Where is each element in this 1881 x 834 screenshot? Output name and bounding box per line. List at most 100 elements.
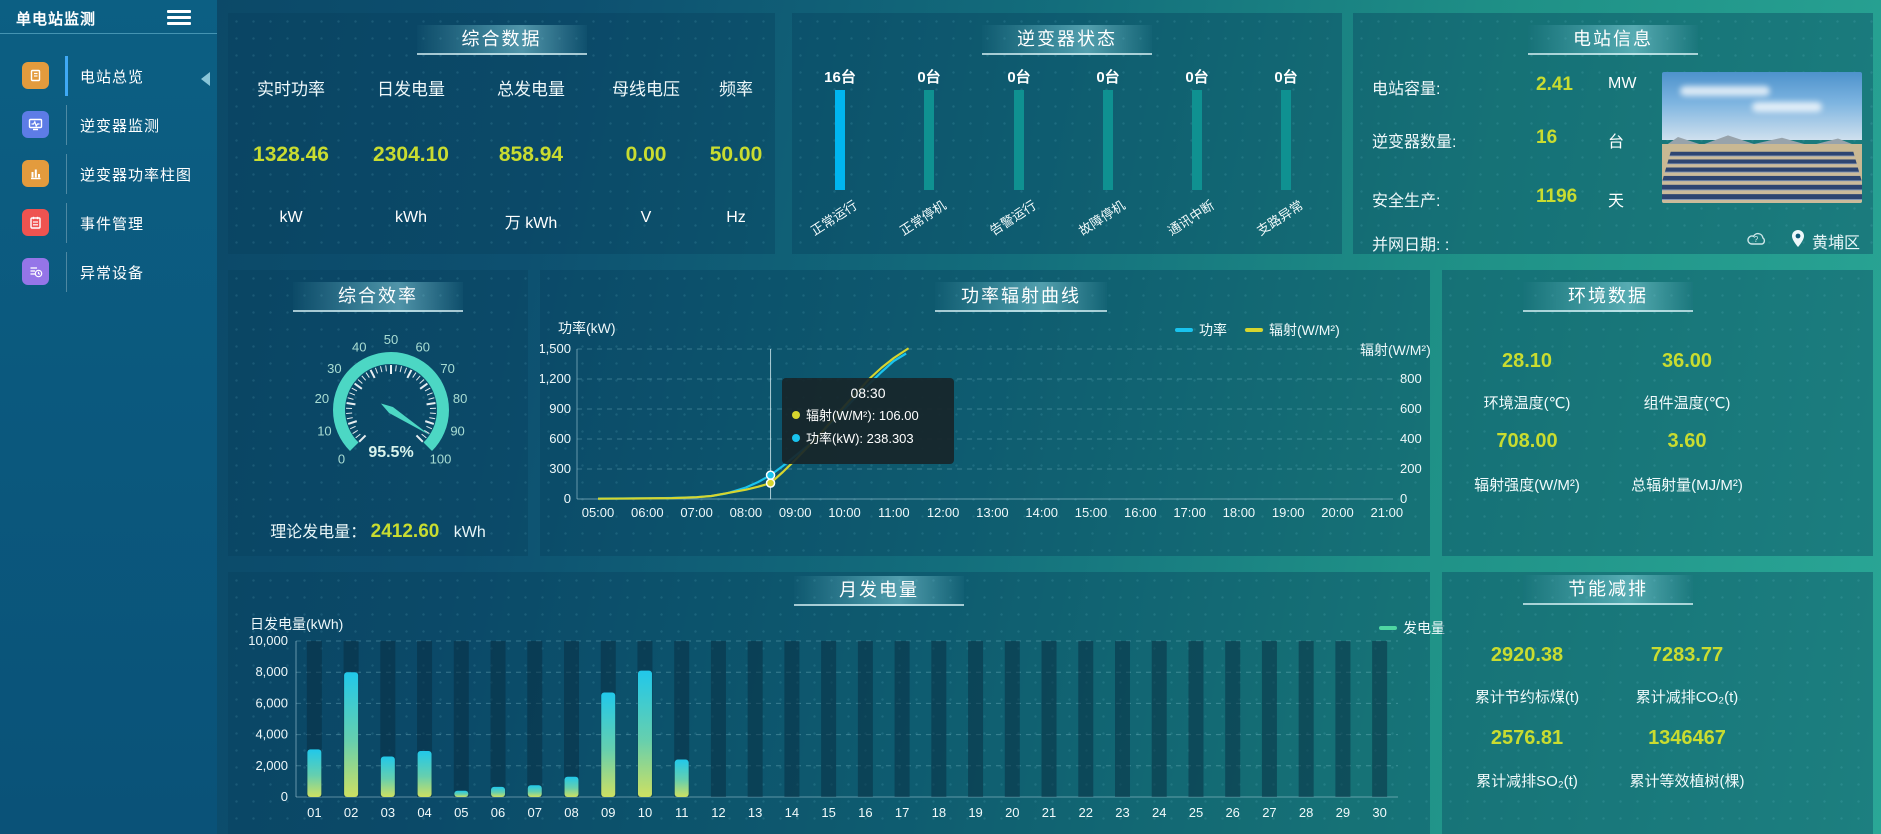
menu-separator (66, 203, 67, 243)
env-label: 环境温度(℃) (1483, 395, 1571, 412)
svg-text:29: 29 (1336, 805, 1350, 820)
curve-left-axis-title: 功率(kW) (558, 320, 616, 336)
tooltip-text: 功率(kW): 238.303 (806, 431, 914, 446)
sidebar-item-5[interactable]: 异常设备 (0, 252, 217, 298)
panel-curve-title: 功率辐射曲线 (935, 282, 1107, 312)
curve-legend-label: 辐射(W/M²) (1269, 322, 1340, 338)
status-label: 通讯中断 (1165, 197, 1217, 239)
svg-text:12:00: 12:00 (927, 505, 960, 520)
panel-monthly-title: 月发电量 (794, 576, 964, 606)
svg-text:50: 50 (384, 332, 398, 347)
env-value: 36.00 (1661, 350, 1713, 372)
svg-text:6,000: 6,000 (255, 695, 288, 710)
menu-separator (66, 154, 67, 194)
panel-power-radiation-curve: 功率辐射曲线 功率(kW) 辐射(W/M²) 功率 辐射(W/M²) 0 300 60… (540, 270, 1431, 556)
svg-text:16: 16 (858, 805, 872, 820)
savings-value-3: 2576.81 (1437, 727, 1617, 750)
svg-text:18:00: 18:00 (1223, 505, 1256, 520)
status-count: 0台 (917, 69, 941, 86)
station-row-unit: MW (1608, 75, 1637, 92)
svg-text:05: 05 (454, 805, 468, 820)
metric-label: 日发电量 (377, 80, 445, 99)
env-value: 708.00 (1496, 430, 1558, 452)
metric-label: 频率 (719, 80, 753, 99)
sidebar-item-1[interactable]: 电站总览 (0, 56, 217, 102)
svg-text:10: 10 (317, 424, 331, 439)
svg-text:22: 22 (1079, 805, 1093, 820)
station-row-label: 并网日期: : (1372, 237, 1450, 254)
metric-label: 总发电量 (497, 80, 565, 99)
tooltip-dot (792, 410, 800, 419)
monthly-legend[interactable]: 发电量 (1379, 618, 1445, 638)
tooltip-row: 辐射(W/M²): 106.00 (792, 405, 944, 424)
svg-text:03: 03 (381, 805, 395, 820)
power-bars-icon (22, 160, 49, 187)
svg-text:04: 04 (417, 805, 431, 820)
savings-label: 累计减排SO₂(t) (1476, 773, 1578, 790)
metric-label: 实时功率 (257, 80, 325, 99)
metric-3: 总发电量 858.94 万 kWh (466, 13, 596, 254)
svg-text:1,500: 1,500 (540, 341, 571, 356)
station-row-value: 16 (1536, 127, 1558, 148)
theory-generation-label: 理论发电量： (270, 524, 367, 541)
svg-text:80: 80 (453, 391, 467, 406)
svg-text:08: 08 (564, 805, 578, 820)
panel-environment-data: 环境数据 28.10 环境温度(℃) 36.00 组件温度(℃) 708.00 辐射强度(… (1442, 270, 1873, 556)
theory-generation-row: 理论发电量： 2412.60 kWh (228, 518, 528, 543)
svg-text:300: 300 (549, 461, 571, 476)
env-value-3: 708.00 (1437, 430, 1617, 453)
status-bar (1103, 90, 1113, 190)
savings-label: 累计等效植树(棵) (1629, 773, 1745, 790)
menu-toggle-icon[interactable] (167, 7, 191, 27)
metric-unit: Hz (726, 209, 746, 226)
svg-text:40: 40 (352, 340, 366, 355)
sidebar-item-2[interactable]: 逆变器监测 (0, 105, 217, 151)
location-pin-icon[interactable] (1790, 229, 1806, 249)
svg-text:07: 07 (528, 805, 542, 820)
curve-legend-swatch (1175, 328, 1193, 332)
panel-energy-savings: 节能减排 2920.38 累计节约标煤(t) 7283.77 累计减排CO₂(t) 25… (1442, 572, 1873, 834)
curve-right-axis-title: 辐射(W/M²) (1360, 342, 1431, 358)
svg-text:18: 18 (932, 805, 946, 820)
savings-value: 2576.81 (1490, 727, 1564, 749)
status-count: 0台 (1185, 69, 1209, 86)
sidebar-item-3[interactable]: 逆变器功率柱图 (0, 154, 217, 200)
svg-text:30: 30 (1372, 805, 1386, 820)
svg-text:200: 200 (1400, 461, 1422, 476)
station-photo (1662, 72, 1862, 203)
panel-summary-title: 综合数据 (416, 25, 587, 55)
curve-legend-1[interactable]: 功率 (1175, 320, 1227, 340)
sidebar-item-4[interactable]: 事件管理 (0, 203, 217, 249)
savings-value-4: 1346467 (1597, 727, 1777, 750)
panel-savings-title: 节能减排 (1523, 575, 1693, 605)
metric-value: 1328.46 (253, 143, 329, 166)
panel-station-info-title: 电站信息 (1528, 25, 1698, 55)
svg-text:07:00: 07:00 (680, 505, 713, 520)
savings-label-2: 累计减排CO₂(t) (1597, 686, 1777, 707)
sidebar-collapse-arrow[interactable] (201, 72, 210, 86)
svg-text:26: 26 (1225, 805, 1239, 820)
inverter-monitor-icon (22, 111, 49, 138)
status-label: 正常运行 (808, 197, 860, 239)
env-value-1: 28.10 (1437, 350, 1617, 373)
tooltip-row: 功率(kW): 238.303 (792, 428, 944, 447)
savings-value-2: 7283.77 (1597, 644, 1777, 667)
curve-legend-2[interactable]: 辐射(W/M²) (1245, 320, 1340, 340)
sidebar: 单电站监测 电站总览逆变器监测逆变器功率柱图 事件管理 异常设备 (0, 0, 217, 834)
svg-text:28: 28 (1299, 805, 1313, 820)
svg-text:10: 10 (638, 805, 652, 820)
svg-text:19: 19 (968, 805, 982, 820)
env-label-4: 总辐射量(MJ/M²) (1597, 474, 1777, 495)
metric-unit: 万 kWh (504, 215, 558, 232)
sidebar-item-label: 逆变器监测 (80, 118, 161, 135)
svg-text:1,200: 1,200 (540, 371, 571, 386)
status-bar (1281, 90, 1291, 190)
panel-efficiency-title: 综合效率 (293, 282, 463, 312)
savings-value: 7283.77 (1650, 644, 1724, 666)
svg-text:90: 90 (450, 424, 464, 439)
theory-generation-value: 2412.60 (370, 521, 440, 542)
svg-text:06: 06 (491, 805, 505, 820)
app-title: 单电站监测 (16, 11, 97, 28)
svg-text:11: 11 (675, 805, 689, 820)
